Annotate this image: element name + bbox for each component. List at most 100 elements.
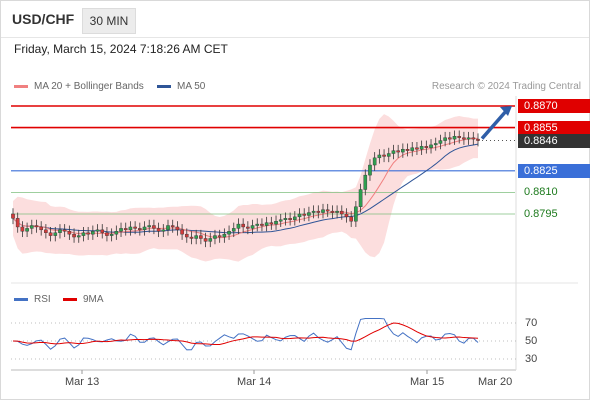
candle-body <box>184 233 189 238</box>
candle-body <box>217 235 222 238</box>
candle-body <box>344 213 349 218</box>
candle-body <box>443 137 447 141</box>
x-axis-mar15: Mar 15 <box>410 376 445 388</box>
candle-body <box>283 218 288 220</box>
candle-body <box>53 232 58 236</box>
candle-body <box>330 210 335 213</box>
rsi-swatch-icon <box>14 297 28 301</box>
candle-body <box>316 210 321 213</box>
candle-body <box>438 140 443 144</box>
candle-body <box>203 238 208 242</box>
candle-body <box>123 228 128 231</box>
x-axis-mar13: Mar 13 <box>65 376 100 388</box>
projection-arrow-line <box>480 108 509 140</box>
candle-body <box>161 229 166 232</box>
candle-body <box>29 225 34 229</box>
rsi-9ma-line <box>12 322 479 346</box>
candle-body <box>321 209 325 213</box>
rsi-axis-50: 50 <box>525 335 538 347</box>
ma20-swatch-icon <box>14 84 28 88</box>
ma20-line <box>12 137 478 239</box>
candle-body <box>241 223 245 228</box>
candle-body <box>76 235 81 238</box>
candle-body <box>25 228 29 232</box>
candle-body <box>358 189 363 208</box>
candle-body <box>208 238 213 242</box>
candle-body <box>142 226 147 231</box>
candle-body <box>250 225 255 229</box>
candle-body <box>325 209 330 212</box>
candle-body <box>405 148 410 151</box>
candle-body <box>138 228 142 231</box>
candle-body <box>133 226 137 229</box>
candle-body <box>335 210 339 213</box>
legend-ma50-label: MA 50 <box>177 81 206 92</box>
candle-body <box>368 164 372 176</box>
rsi-line <box>12 318 479 351</box>
candle-body <box>114 231 119 235</box>
candle-body <box>372 157 377 166</box>
level-label-0.8810: 0.8810 <box>524 186 558 199</box>
candle-body <box>213 235 217 239</box>
candle-body <box>72 233 76 238</box>
candle-body <box>396 150 400 153</box>
candle-body <box>147 225 152 228</box>
candle-body <box>39 226 43 231</box>
candle-body <box>180 229 184 235</box>
candle-body <box>307 212 311 216</box>
rsi-axis-30: 30 <box>525 353 538 365</box>
candle-body <box>433 143 438 146</box>
candle-body <box>264 222 269 226</box>
candle-body <box>175 226 180 231</box>
candle-body <box>246 226 250 229</box>
candle-body <box>349 216 353 222</box>
legend-ma20: MA 20 + Bollinger Bands <box>14 81 144 92</box>
candle-body <box>363 174 368 190</box>
candle-body <box>109 233 114 236</box>
ma9-swatch-icon <box>63 297 77 301</box>
candle-body <box>288 218 292 220</box>
candle-body <box>48 232 53 236</box>
level-label-0.8846: 0.8846 <box>518 133 590 148</box>
candle-body <box>58 229 62 233</box>
candle-body <box>377 154 382 159</box>
candle-body <box>429 144 433 148</box>
candle-body <box>457 136 462 138</box>
candle-body <box>260 223 264 226</box>
candle-body <box>128 226 133 231</box>
candle-body <box>199 235 203 239</box>
candle-body <box>231 228 236 232</box>
candle-body <box>311 210 316 213</box>
candle-body <box>62 229 67 232</box>
legend-9ma: 9MA <box>63 294 104 305</box>
candle-body <box>152 225 156 229</box>
candle-body <box>462 137 466 140</box>
bollinger-band <box>13 114 478 262</box>
candle-body <box>222 233 227 238</box>
credit-text: Research © 2024 Trading Central <box>431 81 581 92</box>
legend-rsi-label: RSI <box>34 294 51 305</box>
candle-body <box>81 232 86 236</box>
legend-ma20-label: MA 20 + Bollinger Bands <box>34 81 144 92</box>
legend-rsi: RSI <box>14 294 51 305</box>
candle-body <box>382 154 386 157</box>
candle-body <box>269 222 274 225</box>
candle-body <box>11 213 15 219</box>
candle-body <box>95 229 100 232</box>
candle-body <box>34 225 39 228</box>
timeframe-button[interactable]: 30 MIN <box>82 8 136 34</box>
candle-body <box>386 153 391 157</box>
candle-body <box>476 138 480 141</box>
projection-arrow-head <box>500 106 512 116</box>
candle-body <box>410 147 415 151</box>
toolbar: USD/CHF 30 MIN <box>1 1 589 38</box>
x-axis-mar14: Mar 14 <box>237 376 272 388</box>
candle-body <box>401 148 405 153</box>
candle-body <box>91 231 95 235</box>
candle-body <box>419 146 424 150</box>
candle-body <box>67 231 72 235</box>
level-label-0.8825: 0.8825 <box>518 163 590 178</box>
candle-body <box>15 218 20 228</box>
